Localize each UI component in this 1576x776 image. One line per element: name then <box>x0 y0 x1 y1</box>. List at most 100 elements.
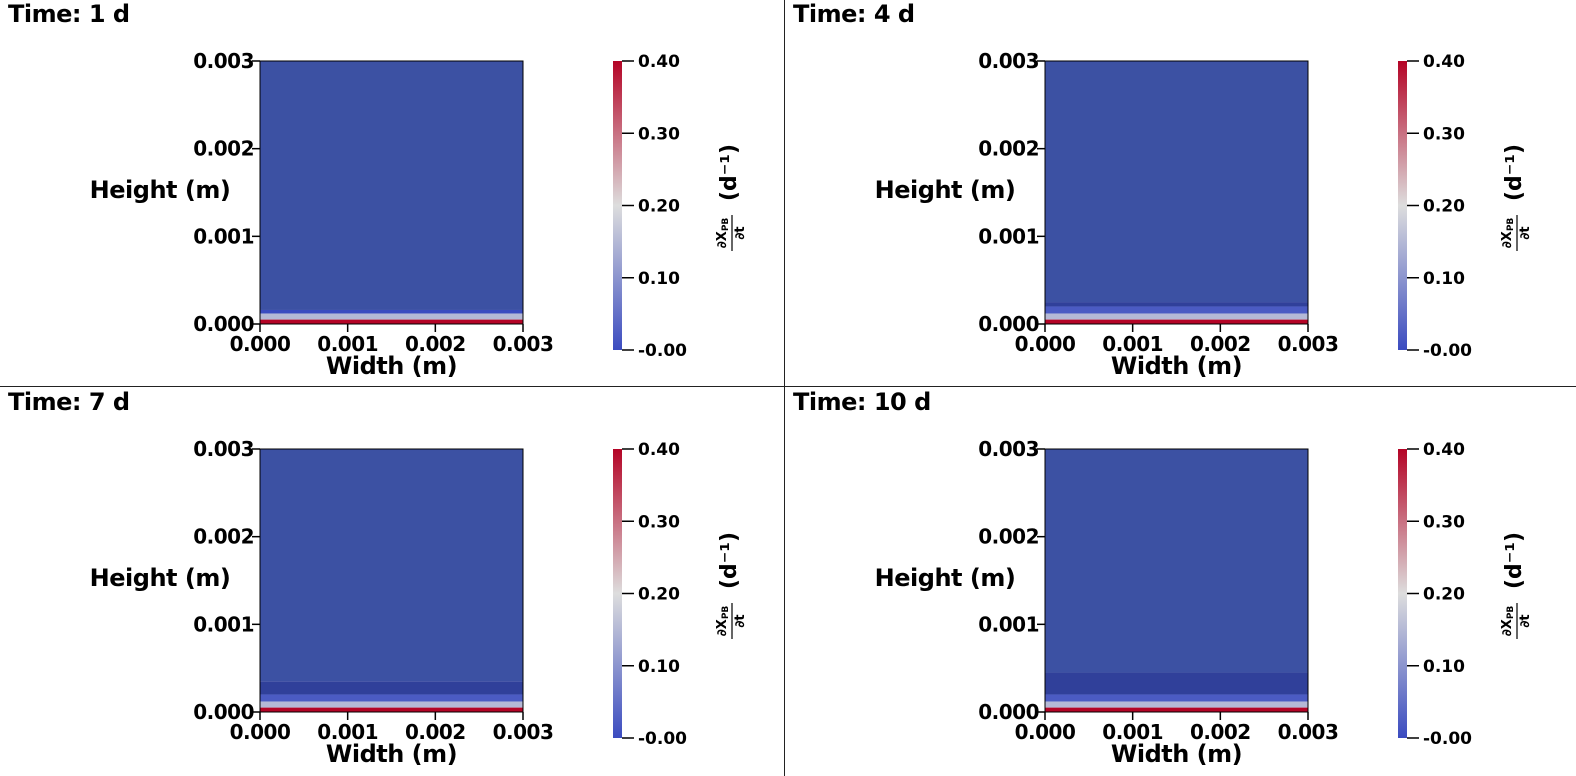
field-layer <box>260 449 523 682</box>
chart-svg: 0.000 0.001 0.002 0.003 0.000 0.001 0.002 0.003… <box>90 49 748 380</box>
x-tick-label: 0.000 <box>230 720 291 744</box>
plot-frame <box>259 60 524 325</box>
svg-text:∂XPB: ∂XPB <box>1500 606 1516 637</box>
colorbar-title-subscript: PB <box>1506 606 1516 620</box>
x-axis-label: Width (m) <box>1111 352 1242 380</box>
chart-svg: 0.000 0.001 0.002 0.003 0.000 0.001 0.002 0.003… <box>875 437 1533 768</box>
x-tick-label: 0.003 <box>493 332 554 356</box>
chart-panel: Time: 4 d 0.000 0.001 0.002 0.003 0.000 0.001 0… <box>785 0 1569 386</box>
x-tick-label: 0.000 <box>230 332 291 356</box>
y-tick-label: 0.000 <box>193 312 254 336</box>
x-axis-label: Width (m) <box>326 740 457 768</box>
colorbar-tick-label: 0.30 <box>638 124 680 144</box>
svg-text:∂XPB: ∂XPB <box>1500 218 1516 249</box>
chart-panel: Time: 7 d 0.000 0.001 0.002 0.003 0.000 0.001 0… <box>0 388 784 774</box>
colorbar-tick-label: 0.20 <box>1423 585 1465 605</box>
colorbar-tick-label: 0.30 <box>638 512 680 532</box>
colorbar-title-subscript: PB <box>721 606 731 620</box>
y-tick-label: 0.001 <box>978 224 1039 248</box>
colorbar <box>1398 61 1407 350</box>
field-layer <box>260 694 523 702</box>
field-layer <box>1045 313 1308 320</box>
panel-title: Time: 10 d <box>793 388 931 416</box>
field-layer <box>1045 701 1308 708</box>
colorbar-title-unit: (d⁻¹) <box>1502 532 1527 589</box>
y-tick-label: 0.002 <box>978 137 1039 161</box>
colorbar-title-numerator: ∂X <box>1500 619 1515 636</box>
colorbar-tick-label: 0.10 <box>638 269 680 289</box>
plot-frame <box>259 448 524 713</box>
colorbar-title-unit: (d⁻¹) <box>717 532 742 589</box>
colorbar-title-subscript: PB <box>1506 218 1516 232</box>
y-axis-label: Height (m) <box>875 564 1016 592</box>
y-axis-label: Height (m) <box>90 564 231 592</box>
x-tick-label: 0.002 <box>1190 720 1251 744</box>
field-layer <box>1045 302 1308 307</box>
panel-title: Time: 4 d <box>793 0 915 28</box>
colorbar-tick-label: -0.00 <box>638 341 687 361</box>
x-tick-label: 0.003 <box>493 720 554 744</box>
x-tick-label: 0.001 <box>317 332 378 356</box>
y-axis-label: Height (m) <box>875 176 1016 204</box>
colorbar-title: ∂XPB∂t (d⁻¹) <box>1500 144 1533 251</box>
x-tick-label: 0.001 <box>1102 720 1163 744</box>
colorbar-title-denominator: ∂t <box>1518 226 1533 239</box>
field-layer <box>260 313 523 320</box>
y-tick-label: 0.000 <box>193 700 254 724</box>
colorbar-tick-label: -0.00 <box>1423 729 1472 749</box>
colorbar-title-unit: (d⁻¹) <box>717 144 742 201</box>
y-tick-label: 0.000 <box>978 700 1039 724</box>
colorbar-title-unit: (d⁻¹) <box>1502 144 1527 201</box>
colorbar-tick-label: 0.20 <box>638 585 680 605</box>
x-tick-label: 0.000 <box>1015 720 1076 744</box>
y-tick-label: 0.003 <box>193 437 254 461</box>
colorbar-tick-label: 0.20 <box>1423 197 1465 217</box>
svg-text:∂XPB: ∂XPB <box>715 606 731 637</box>
colorbar-title-numerator: ∂X <box>715 231 730 248</box>
y-tick-label: 0.000 <box>978 312 1039 336</box>
colorbar-tick-label: 0.10 <box>638 657 680 677</box>
field-layer <box>1045 306 1308 314</box>
colorbar-tick-label: -0.00 <box>638 729 687 749</box>
field-layer <box>1045 707 1308 712</box>
panel-title: Time: 7 d <box>8 388 130 416</box>
colorbar-title-numerator: ∂X <box>1500 231 1515 248</box>
horizontal-divider <box>0 386 1576 387</box>
x-tick-label: 0.003 <box>1278 332 1339 356</box>
x-tick-label: 0.001 <box>317 720 378 744</box>
y-tick-label: 0.002 <box>193 137 254 161</box>
colorbar-title-denominator: ∂t <box>733 614 748 627</box>
x-tick-label: 0.002 <box>405 720 466 744</box>
colorbar-title: ∂XPB∂t (d⁻¹) <box>715 532 748 639</box>
y-tick-label: 0.002 <box>978 525 1039 549</box>
field-layer <box>260 61 523 310</box>
chart-panel: Time: 1 d 0.000 0.001 0.002 0.003 0.000 0.001 0… <box>0 0 784 386</box>
field-layer <box>1045 449 1308 673</box>
y-tick-label: 0.001 <box>193 612 254 636</box>
field-layer <box>260 681 523 695</box>
colorbar <box>613 449 622 738</box>
panel-title: Time: 1 d <box>8 0 130 28</box>
y-axis-label: Height (m) <box>90 176 231 204</box>
colorbar-tick-label: -0.00 <box>1423 341 1472 361</box>
y-tick-label: 0.003 <box>193 49 254 73</box>
plot-frame <box>1044 60 1309 325</box>
y-tick-label: 0.001 <box>193 224 254 248</box>
x-tick-label: 0.001 <box>1102 332 1163 356</box>
chart-svg: 0.000 0.001 0.002 0.003 0.000 0.001 0.002 0.003… <box>90 437 748 768</box>
colorbar-tick-label: 0.40 <box>638 52 680 72</box>
colorbar-tick-label: 0.10 <box>1423 269 1465 289</box>
field-layer <box>260 309 523 314</box>
colorbar-tick-label: 0.40 <box>638 440 680 460</box>
chart-svg: 0.000 0.001 0.002 0.003 0.000 0.001 0.002 0.003… <box>875 49 1533 380</box>
colorbar-tick-label: 0.30 <box>1423 124 1465 144</box>
field-layer <box>1045 672 1308 695</box>
colorbar-tick-label: 0.10 <box>1423 657 1465 677</box>
colorbar <box>613 61 622 350</box>
colorbar-title: ∂XPB∂t (d⁻¹) <box>715 144 748 251</box>
x-tick-label: 0.002 <box>1190 332 1251 356</box>
colorbar-title-numerator: ∂X <box>715 619 730 636</box>
y-tick-label: 0.001 <box>978 612 1039 636</box>
y-tick-label: 0.003 <box>978 49 1039 73</box>
